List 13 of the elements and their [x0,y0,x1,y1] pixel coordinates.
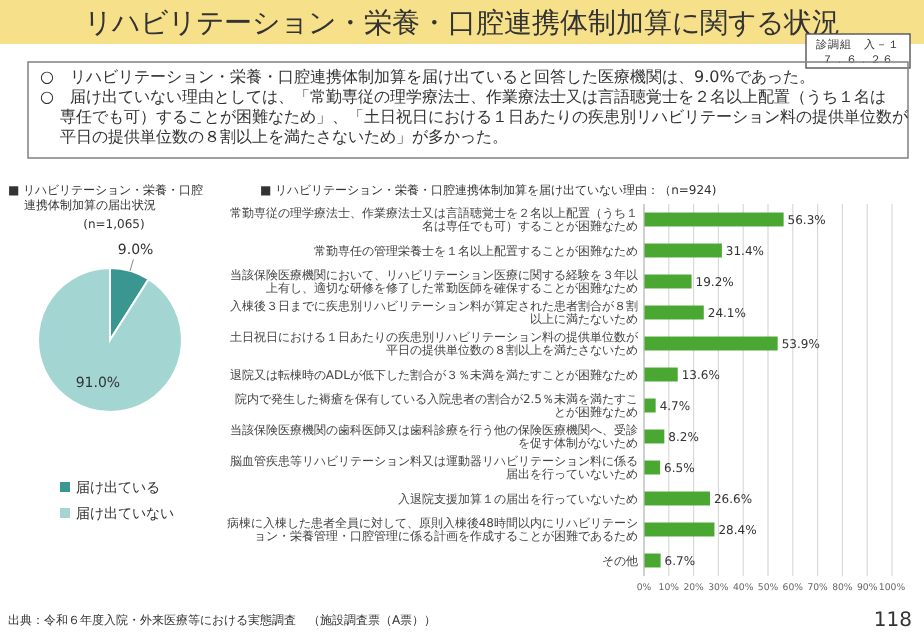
bar [644,553,661,568]
text: 118 [873,610,912,632]
bar [644,522,715,537]
bar [644,491,710,506]
bar [644,212,784,227]
text: ○ 届け出ていない理由としては、「常勤専従の理学療法士、作業療法士又は言語聴覚士を２名以上配置（うち１名は専任でも可）することが困難なため」、「土日祝日における１日あたりの疾患別リハビリテーション料の提供単位数が平日の提供単位数の８割以上を満たさないため」が多かった。 [40,88,910,146]
bar [644,367,678,382]
text: ○ リハビリテーション・栄養・口腔連携体制加算を届け出ていると回答した医療機関は、9.0%であった。 [40,68,815,86]
bar [644,336,778,351]
bar [644,305,704,320]
bar [644,243,722,258]
pie-slice [37,267,183,413]
bar [644,274,692,289]
